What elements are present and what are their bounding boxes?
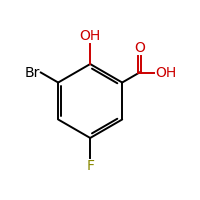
Text: OH: OH <box>155 66 176 80</box>
Text: O: O <box>134 41 145 55</box>
Text: F: F <box>86 159 94 173</box>
Text: OH: OH <box>80 29 101 43</box>
Text: Br: Br <box>25 66 40 80</box>
